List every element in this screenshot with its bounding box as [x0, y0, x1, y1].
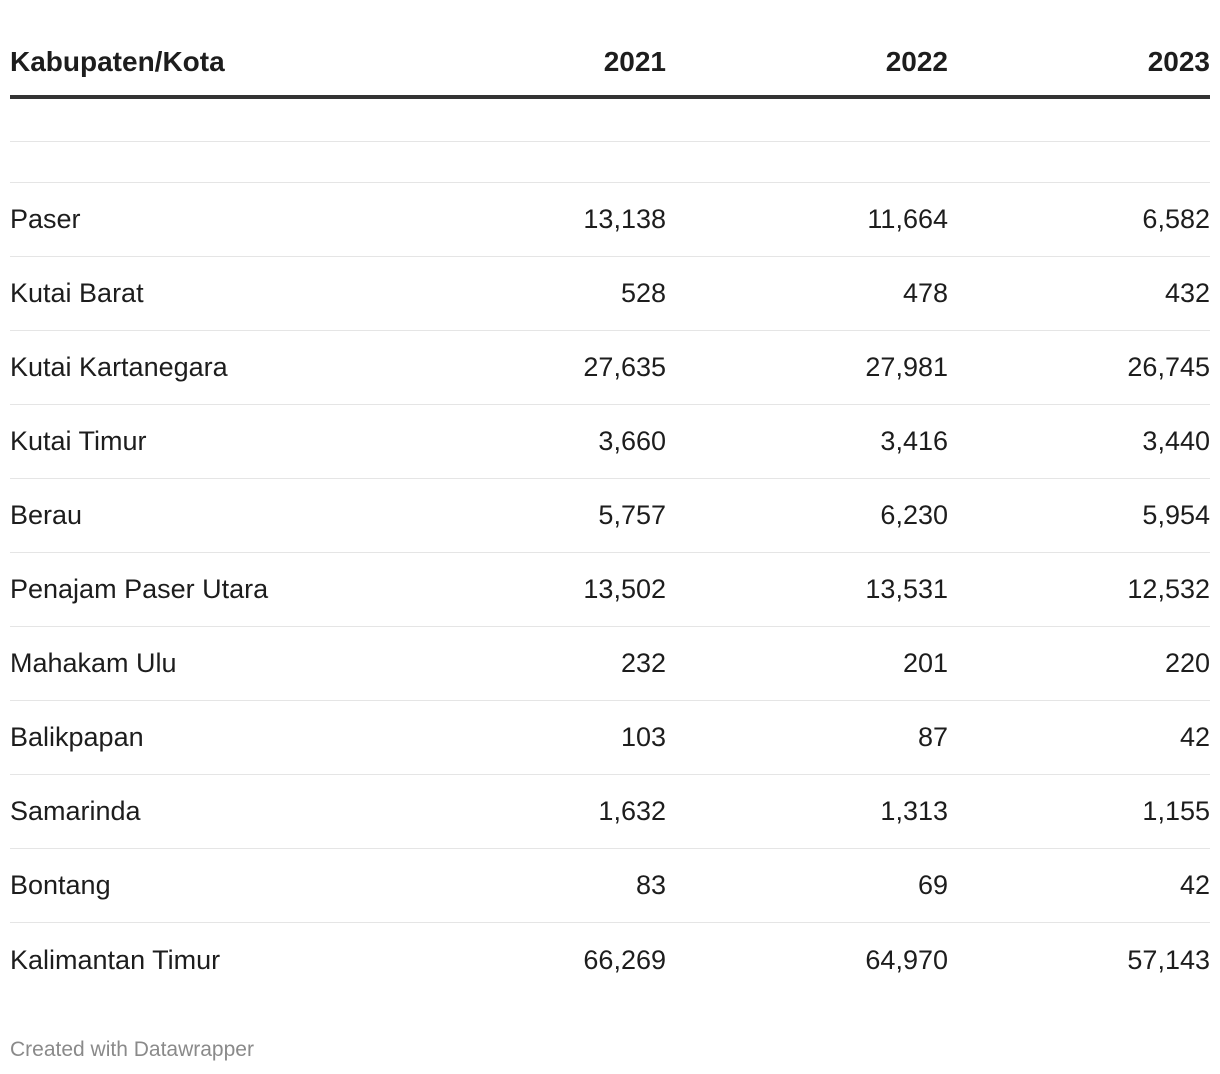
- value-2021-cell: 103: [620, 722, 666, 752]
- region-cell: Kalimantan Timur: [10, 944, 221, 975]
- table-row: Kutai Kartanegara 27,635 27,981 26,745: [10, 331, 1210, 405]
- value-2022-cell: 13,531: [865, 574, 948, 604]
- column-header-2023[interactable]: 2023: [1147, 45, 1210, 77]
- value-2021-cell: 66,269: [583, 944, 666, 975]
- value-2022-cell: 87: [917, 722, 948, 752]
- table-row: Penajam Paser Utara 13,502 13,531 12,532: [10, 553, 1210, 627]
- table-row: Kutai Barat 528 478 432: [10, 257, 1210, 331]
- value-2022-cell: 11,664: [867, 204, 948, 234]
- table-header: Kabupaten/Kota 2021 2022 2023: [10, 0, 1210, 99]
- value-2023-cell: 26,745: [1127, 352, 1210, 382]
- value-2021-cell: 528: [620, 278, 666, 308]
- value-2023-cell: 6,582: [1142, 204, 1210, 234]
- region-cell: Kutai Kartanegara: [10, 352, 228, 382]
- table-row: Samarinda 1,632 1,313 1,155: [10, 775, 1210, 849]
- value-2023-cell: 220: [1164, 648, 1210, 678]
- value-2021-cell: 13,502: [583, 574, 666, 604]
- table-row: Balikpapan 103 87 42: [10, 701, 1210, 775]
- region-cell: Penajam Paser Utara: [10, 574, 269, 604]
- value-2023-cell: 1,155: [1142, 796, 1210, 826]
- value-2021-cell: 27,635: [583, 352, 666, 382]
- region-cell: Kutai Timur: [10, 426, 147, 456]
- value-2023-cell: 12,532: [1127, 574, 1210, 604]
- value-2021-cell: 232: [620, 648, 666, 678]
- value-2023-cell: 42: [1179, 870, 1210, 900]
- table-row: Mahakam Ulu 232 201 220: [10, 627, 1210, 701]
- empty-row: [10, 142, 1210, 183]
- value-2022-cell: 6,230: [880, 500, 948, 530]
- value-2021-cell: 13,138: [583, 204, 666, 234]
- region-cell: Kutai Barat: [10, 278, 144, 308]
- value-2021-cell: 3,660: [598, 426, 666, 456]
- table-body: Paser 13,138 11,664 6,582 Kutai Barat 528 478 4…: [10, 183, 1210, 997]
- table-row: Berau 5,757 6,230 5,954: [10, 479, 1210, 553]
- value-2023-cell: 432: [1164, 278, 1210, 308]
- region-cell: Balikpapan: [10, 722, 144, 752]
- value-2021-cell: 83: [635, 870, 666, 900]
- region-cell: Bontang: [10, 870, 111, 900]
- table-row: Kutai Timur 3,660 3,416 3,440: [10, 405, 1210, 479]
- value-2022-cell: 478: [902, 278, 948, 308]
- value-2022-cell: 201: [902, 648, 948, 678]
- value-2023-cell: 5,954: [1142, 500, 1210, 530]
- empty-row: [10, 99, 1210, 142]
- value-2023-cell: 42: [1179, 722, 1210, 752]
- value-2022-cell: 69: [917, 870, 948, 900]
- value-2023-cell: 57,143: [1127, 944, 1210, 975]
- value-2022-cell: 27,981: [865, 352, 948, 382]
- region-cell: Paser: [10, 204, 81, 234]
- column-header-2022[interactable]: 2022: [885, 45, 948, 77]
- value-2022-cell: 3,416: [880, 426, 948, 456]
- value-2021-cell: 5,757: [598, 500, 666, 530]
- region-cell: Mahakam Ulu: [10, 648, 177, 678]
- datawrapper-credit: Created with Datawrapper: [10, 1038, 254, 1061]
- column-header-2021[interactable]: 2021: [603, 45, 666, 77]
- value-2022-cell: 64,970: [865, 944, 948, 975]
- table-row: Kalimantan Timur 66,269 64,970 57,143: [10, 923, 1210, 997]
- value-2022-cell: 1,313: [880, 796, 948, 826]
- table-row: Bontang 83 69 42: [10, 849, 1210, 923]
- column-header-region[interactable]: Kabupaten/Kota: [10, 45, 225, 77]
- data-table: Kabupaten/Kota 2021 2022 2023 Paser 13,13…: [10, 0, 1210, 997]
- value-2021-cell: 1,632: [598, 796, 666, 826]
- value-2023-cell: 3,440: [1142, 426, 1210, 456]
- table-row: Paser 13,138 11,664 6,582: [10, 183, 1210, 257]
- region-cell: Samarinda: [10, 796, 141, 826]
- region-cell: Berau: [10, 500, 83, 530]
